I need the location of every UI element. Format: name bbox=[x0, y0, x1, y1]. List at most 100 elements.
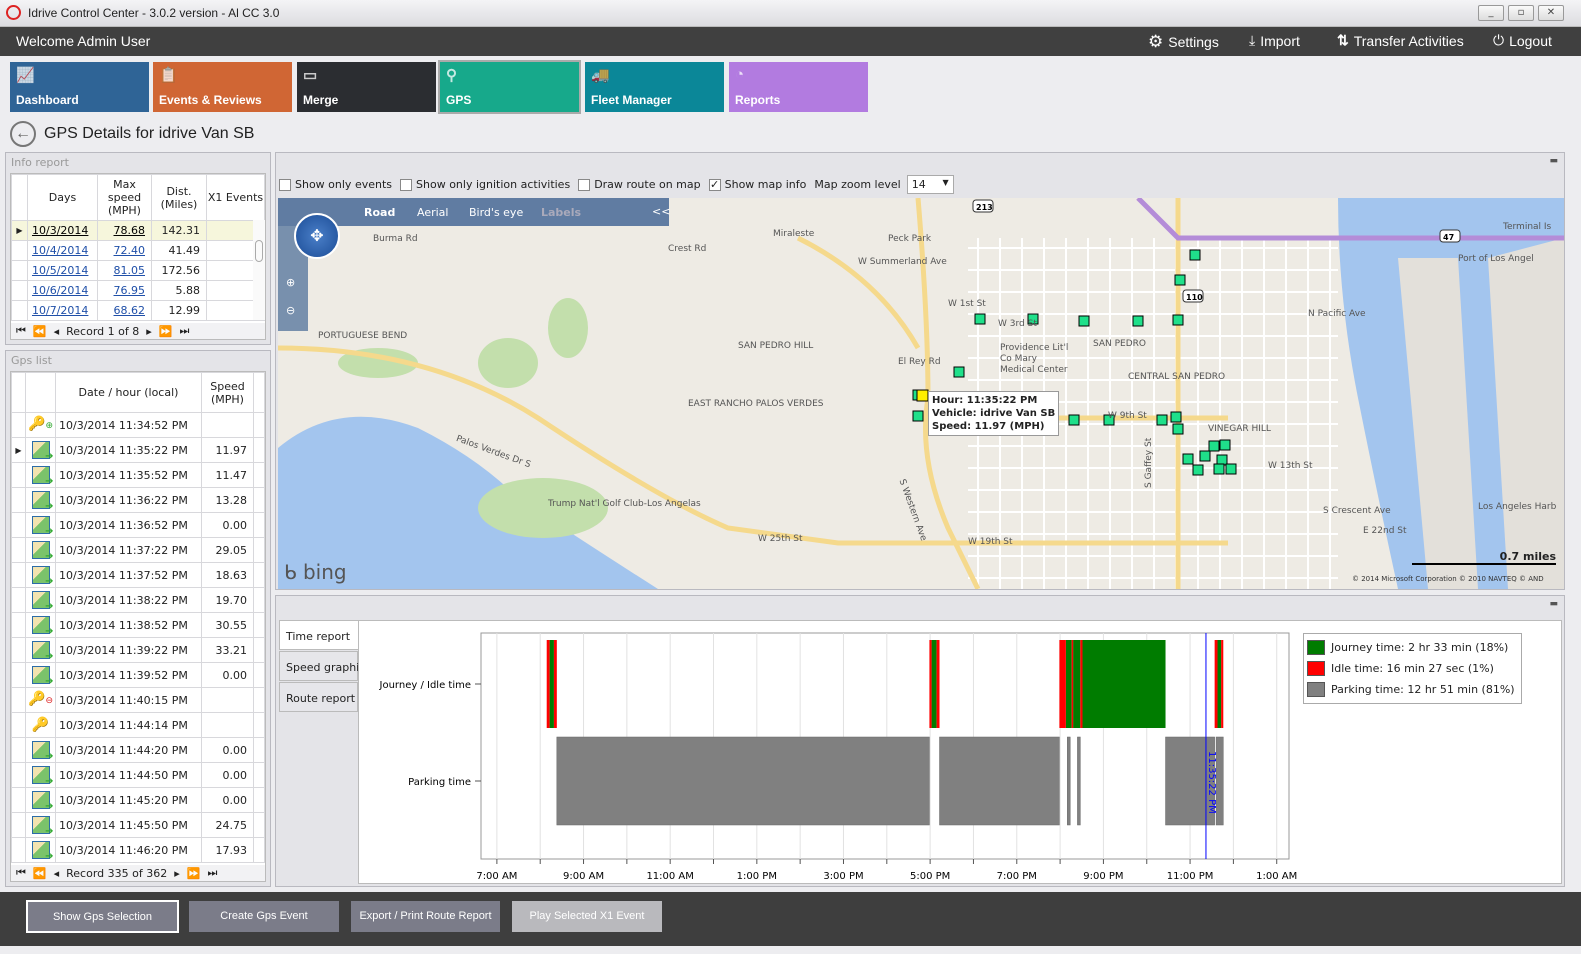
gantt-bar[interactable] bbox=[931, 640, 937, 728]
col-date-hour[interactable]: Date / hour (local) bbox=[55, 372, 202, 413]
map-view[interactable]: 213 110 47 Burma Rd Crest Rd Miraleste Peck P… bbox=[278, 198, 1564, 589]
map-mode-road[interactable]: Road bbox=[364, 206, 396, 219]
tab-time-report[interactable]: Time report bbox=[279, 620, 358, 650]
gps-list-row[interactable]: ➔ 10/3/2014 11:39:22 PM 33.21 bbox=[11, 637, 265, 663]
gantt-bar[interactable] bbox=[1077, 736, 1081, 826]
gps-point-marker[interactable] bbox=[1156, 414, 1168, 426]
col-dist[interactable]: Dist. (Miles) bbox=[151, 174, 207, 221]
day-link[interactable]: 10/7/2014 bbox=[32, 304, 89, 317]
gps-point-marker[interactable] bbox=[1170, 411, 1182, 423]
max-speed-link[interactable]: 78.68 bbox=[113, 224, 146, 237]
prev-icon[interactable]: ◂ bbox=[53, 866, 60, 880]
play-x1-event-button[interactable]: Play Selected X1 Event bbox=[512, 901, 662, 932]
gps-point-marker[interactable] bbox=[1103, 414, 1115, 426]
gantt-bar[interactable] bbox=[1065, 640, 1072, 728]
gantt-bar[interactable] bbox=[1215, 736, 1224, 826]
map-mode-birdseye[interactable]: Bird's eye bbox=[469, 206, 524, 219]
day-link[interactable]: 10/4/2014 bbox=[32, 244, 89, 257]
tab-speed-graphic[interactable]: Speed graphic bbox=[279, 651, 365, 681]
gantt-bar[interactable] bbox=[1082, 640, 1166, 728]
gps-point-marker[interactable] bbox=[974, 313, 986, 325]
gps-point-marker[interactable] bbox=[1027, 313, 1039, 325]
gps-list-row[interactable]: ➔ 10/3/2014 11:38:22 PM 19.70 bbox=[11, 587, 265, 613]
tile-fleet-manager[interactable]: 🚚 Fleet Manager bbox=[585, 62, 724, 112]
gantt-bar[interactable] bbox=[546, 640, 550, 728]
logout-button[interactable]: ⏻ Logout bbox=[1493, 32, 1552, 49]
gps-list-row[interactable]: ➔ 10/3/2014 11:36:52 PM 0.00 bbox=[11, 512, 265, 538]
gantt-bar[interactable] bbox=[1221, 640, 1224, 728]
close-button[interactable]: ✕ bbox=[1538, 5, 1564, 21]
map-canvas[interactable]: 213 110 47 bbox=[278, 198, 1564, 589]
pan-control[interactable]: ✥ bbox=[294, 213, 340, 259]
minimize-button[interactable]: _ bbox=[1478, 5, 1504, 21]
gps-point-marker[interactable] bbox=[1208, 440, 1220, 452]
gps-list-row[interactable]: ➔ 10/3/2014 11:35:52 PM 11.47 bbox=[11, 462, 265, 488]
prev-page-icon[interactable]: ⏪ bbox=[32, 866, 47, 880]
info-report-row[interactable]: 10/4/2014 72.40 41.49 bbox=[11, 240, 265, 261]
gps-list-row[interactable]: 🔑⊕ 10/3/2014 11:34:52 PM bbox=[11, 412, 265, 438]
info-report-row[interactable]: ▶ 10/3/2014 78.68 142.31 bbox=[11, 220, 265, 241]
gps-list-row[interactable]: 🔑 10/3/2014 11:44:14 PM bbox=[11, 712, 265, 738]
prev-icon[interactable]: ◂ bbox=[53, 324, 60, 338]
tile-merge[interactable]: ▭ Merge bbox=[297, 62, 436, 112]
maximize-button[interactable]: ▫ bbox=[1508, 5, 1534, 21]
tile-gps[interactable]: ⚲ GPS bbox=[438, 60, 581, 114]
first-page-icon[interactable]: ⏮ bbox=[16, 866, 26, 879]
show-only-ignition-checkbox[interactable]: Show only ignition activities bbox=[400, 178, 570, 191]
last-page-icon[interactable]: ⏭ bbox=[179, 324, 190, 337]
map-mode-aerial[interactable]: Aerial bbox=[417, 206, 449, 219]
show-gps-selection-button[interactable]: Show Gps Selection bbox=[26, 900, 179, 933]
gps-list-row[interactable]: ➔ 10/3/2014 11:37:22 PM 29.05 bbox=[11, 537, 265, 563]
zoom-in-icon[interactable]: ⊕ bbox=[286, 276, 296, 289]
info-scrollbar[interactable] bbox=[253, 220, 265, 320]
settings-button[interactable]: ⚙ Settings bbox=[1148, 32, 1219, 52]
next-page-icon[interactable]: ⏩ bbox=[186, 866, 201, 880]
show-only-events-checkbox[interactable]: Show only events bbox=[279, 178, 392, 191]
gantt-bar[interactable] bbox=[1073, 640, 1081, 728]
col-speed[interactable]: Speed (MPH) bbox=[201, 372, 254, 413]
maximize-panel-icon[interactable]: ▬ bbox=[1549, 599, 1558, 609]
info-report-row[interactable]: 10/7/2014 68.62 12.99 bbox=[11, 300, 265, 321]
gps-point-marker[interactable] bbox=[1189, 249, 1201, 261]
gps-point-marker[interactable] bbox=[1219, 439, 1231, 451]
day-link[interactable]: 10/6/2014 bbox=[32, 284, 89, 297]
import-button[interactable]: ⤓ Import bbox=[1249, 32, 1300, 49]
gantt-bar[interactable] bbox=[1214, 640, 1218, 728]
tile-dashboard[interactable]: 📈 Dashboard bbox=[10, 62, 149, 112]
gps-point-marker[interactable] bbox=[1225, 463, 1237, 475]
gps-point-marker[interactable] bbox=[1174, 274, 1186, 286]
maximize-panel-icon[interactable]: ▬ bbox=[1549, 156, 1558, 166]
prev-page-icon[interactable]: ⏪ bbox=[32, 324, 47, 338]
transfer-activities-button[interactable]: ⇅ Transfer Activities bbox=[1337, 32, 1464, 49]
gantt-bar[interactable] bbox=[936, 640, 940, 728]
col-days[interactable]: Days bbox=[27, 174, 98, 221]
gps-list-row[interactable]: ➔ 10/3/2014 11:44:50 PM 0.00 bbox=[11, 762, 265, 788]
gps-point-marker[interactable] bbox=[912, 410, 924, 422]
back-button[interactable]: ← bbox=[10, 121, 36, 147]
gps-point-marker[interactable] bbox=[1172, 423, 1184, 435]
next-page-icon[interactable]: ⏩ bbox=[158, 324, 173, 338]
gantt-bar[interactable] bbox=[549, 640, 554, 728]
gps-point-marker[interactable] bbox=[1192, 464, 1204, 476]
gantt-bar[interactable] bbox=[1067, 736, 1071, 826]
gantt-bar[interactable] bbox=[939, 736, 1060, 826]
map-mode-labels[interactable]: Labels bbox=[541, 206, 582, 219]
max-speed-link[interactable]: 72.40 bbox=[113, 244, 146, 257]
gps-list-row[interactable]: 🔑⊖ 10/3/2014 11:40:15 PM bbox=[11, 687, 265, 713]
gps-list-row[interactable]: ➔ 10/3/2014 11:37:52 PM 18.63 bbox=[11, 562, 265, 588]
tab-route-report[interactable]: Route report bbox=[279, 682, 358, 712]
max-speed-link[interactable]: 68.62 bbox=[113, 304, 146, 317]
gantt-bar[interactable] bbox=[556, 736, 930, 826]
info-report-row[interactable]: 10/5/2014 81.05 172.56 bbox=[11, 260, 265, 281]
tile-reports[interactable]: ◔ Reports bbox=[729, 62, 868, 112]
gps-point-marker[interactable] bbox=[953, 366, 965, 378]
gps-point-marker[interactable] bbox=[1172, 314, 1184, 326]
gantt-bar[interactable] bbox=[929, 640, 932, 728]
next-icon[interactable]: ▸ bbox=[174, 866, 180, 880]
gps-point-marker[interactable] bbox=[1199, 450, 1211, 462]
gps-list-row[interactable]: ➔ 10/3/2014 11:44:20 PM 0.00 bbox=[11, 737, 265, 763]
collapse-nav-button[interactable]: << bbox=[652, 205, 671, 218]
info-report-row[interactable]: 10/6/2014 76.95 5.88 bbox=[11, 280, 265, 301]
gantt-bar[interactable] bbox=[1080, 640, 1083, 728]
gps-list-row[interactable]: ➔ 10/3/2014 11:46:20 PM 17.93 bbox=[11, 837, 265, 863]
